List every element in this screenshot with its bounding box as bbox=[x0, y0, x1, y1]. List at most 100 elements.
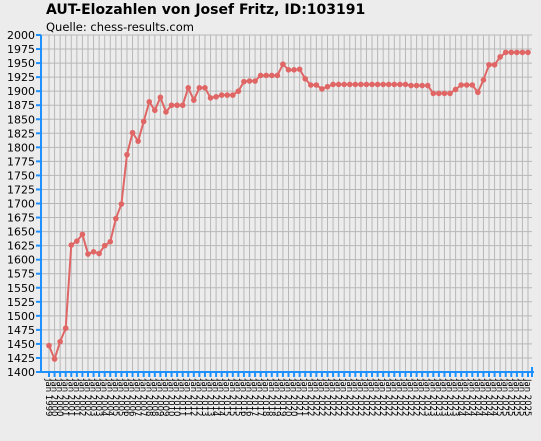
x-tick-label: Jan 2018 bbox=[266, 378, 276, 416]
y-tick-label: 1625 bbox=[7, 240, 35, 253]
data-point bbox=[319, 86, 325, 92]
data-point bbox=[346, 81, 353, 88]
data-point bbox=[480, 77, 487, 83]
x-tick-label: Jan 2020 bbox=[283, 378, 293, 416]
data-point bbox=[230, 92, 236, 98]
x-tick-label: Jan 2013 bbox=[205, 378, 215, 416]
data-point bbox=[502, 49, 509, 56]
x-tick-label: Jan 2025 bbox=[511, 378, 521, 416]
x-tick-label: Jan 2025 bbox=[494, 378, 504, 416]
x-tick-label: Jan 2023 bbox=[433, 378, 443, 416]
y-tick-label: 1850 bbox=[7, 113, 35, 126]
x-tick-label: Jan 2022 bbox=[411, 378, 421, 416]
data-point bbox=[397, 81, 403, 88]
data-point bbox=[196, 84, 203, 91]
data-point bbox=[508, 49, 515, 56]
y-tick-label: 1725 bbox=[7, 183, 35, 196]
data-point bbox=[246, 78, 253, 84]
x-tick-label: Jan 2021 bbox=[294, 378, 304, 416]
x-tick-label: Jan 2023 bbox=[422, 378, 432, 416]
data-point bbox=[335, 81, 342, 88]
y-tick-label: 1875 bbox=[7, 99, 35, 112]
x-tick-label: Jan 2022 bbox=[366, 378, 376, 416]
data-point bbox=[419, 82, 425, 89]
data-point bbox=[157, 94, 164, 101]
series-layer bbox=[46, 49, 531, 362]
data-point bbox=[213, 93, 219, 100]
x-tick-label: Jan 2022 bbox=[338, 378, 348, 416]
x-tick-label: Jan 2015 bbox=[227, 378, 237, 416]
y-tick-labels: 1400142514501475150015251550157516001625… bbox=[7, 29, 35, 379]
data-point bbox=[51, 356, 58, 362]
x-tick-label: Jan 2010 bbox=[171, 378, 181, 416]
data-point bbox=[369, 81, 375, 88]
x-tick-label: Jan 2019 bbox=[271, 378, 281, 416]
y-tick-label: 1400 bbox=[7, 366, 35, 379]
x-tick-label: Jan 2008 bbox=[149, 378, 159, 416]
x-tick-label: Jan 2015 bbox=[221, 378, 231, 416]
data-point bbox=[363, 81, 370, 88]
x-tick-label: Jan 2009 bbox=[160, 378, 170, 416]
x-tick-label: Jan 2020 bbox=[288, 378, 298, 416]
data-point bbox=[62, 325, 69, 331]
axis-layer bbox=[36, 34, 534, 377]
data-point bbox=[174, 102, 180, 109]
y-tick-label: 1800 bbox=[7, 141, 35, 154]
x-tick-label: Jan 2007 bbox=[138, 378, 148, 416]
x-tick-label: Jan 2024 bbox=[477, 378, 487, 416]
data-point bbox=[68, 242, 75, 248]
data-point bbox=[475, 89, 481, 96]
x-tick-label: Jan 2000 bbox=[49, 378, 59, 416]
y-tick-label: 1600 bbox=[7, 254, 35, 267]
x-tick-label: Jan 2022 bbox=[405, 378, 415, 416]
data-point bbox=[296, 66, 303, 73]
chart-subtitle: Quelle: chess-results.com bbox=[46, 20, 194, 34]
x-tick-label: Jan 2013 bbox=[199, 378, 209, 416]
x-tick-label: Jan 2016 bbox=[238, 378, 248, 416]
x-tick-label: Jan 2015 bbox=[232, 378, 242, 416]
data-point bbox=[113, 215, 119, 222]
data-point bbox=[274, 72, 281, 79]
data-point bbox=[185, 84, 192, 91]
data-point bbox=[463, 82, 470, 88]
x-tick-label: Jan 2002 bbox=[82, 378, 92, 416]
data-point bbox=[391, 81, 398, 88]
x-tick-label: Jan 2001 bbox=[71, 378, 81, 416]
data-point bbox=[90, 249, 97, 255]
x-tick-label: Jan 2022 bbox=[383, 378, 393, 416]
data-point bbox=[519, 49, 526, 56]
data-point bbox=[207, 95, 214, 101]
data-point bbox=[525, 49, 531, 56]
y-tick-label: 1475 bbox=[7, 324, 35, 337]
data-point bbox=[374, 81, 381, 88]
x-tick-label: Jan 2007 bbox=[132, 378, 142, 416]
data-point bbox=[146, 99, 153, 105]
x-tick-label: Jan 2025 bbox=[522, 378, 532, 416]
x-tick-label: Jan 2011 bbox=[177, 378, 187, 416]
data-point bbox=[291, 67, 297, 73]
data-point bbox=[408, 82, 414, 89]
x-tick-label: Jan 2022 bbox=[316, 378, 326, 416]
y-tick-label: 1975 bbox=[7, 43, 35, 56]
x-tick-label: Jan 2021 bbox=[299, 378, 309, 416]
x-tick-label: Jan 2003 bbox=[93, 378, 103, 416]
data-point bbox=[168, 102, 175, 109]
x-tick-label: Jan 2022 bbox=[327, 378, 337, 416]
data-point bbox=[324, 83, 331, 90]
grid-layer bbox=[41, 34, 532, 373]
x-tick-label: Jan 2023 bbox=[438, 378, 448, 416]
y-tick-label: 1675 bbox=[7, 212, 35, 225]
y-tick-label: 1925 bbox=[7, 71, 35, 84]
data-point bbox=[341, 81, 347, 88]
data-point bbox=[491, 61, 498, 68]
data-point bbox=[135, 138, 141, 144]
data-point bbox=[424, 82, 431, 89]
data-point bbox=[107, 238, 114, 245]
data-point bbox=[124, 151, 130, 158]
x-tick-label: Jan 2022 bbox=[399, 378, 409, 416]
x-tick-label: Jan 2006 bbox=[127, 378, 137, 416]
data-point bbox=[436, 90, 442, 97]
y-tick-label: 1775 bbox=[7, 155, 35, 168]
